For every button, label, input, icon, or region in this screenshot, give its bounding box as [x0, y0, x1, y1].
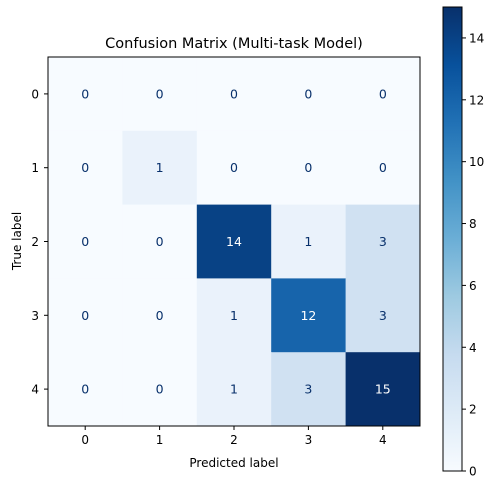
cell-value-label: 0 [156, 308, 164, 323]
heatmap-cell [271, 204, 347, 279]
cell-value-label: 0 [156, 382, 164, 397]
x-axis-ticks: 0 1 2 3 4 [81, 426, 387, 447]
heatmap-cell-labels: 0 0 0 0 0 0 1 0 0 0 0 0 14 1 3 0 0 1 12 3 0 0 1 3 15 [81, 86, 391, 396]
y-tick-label: 1 [31, 161, 39, 175]
heatmap-cell [196, 57, 272, 132]
colorbar-tick-label: 4 [469, 341, 477, 355]
cell-value-label: 1 [304, 234, 312, 249]
cell-value-label: 12 [300, 308, 316, 323]
heatmap-cell [196, 130, 272, 206]
cell-value-label: 3 [379, 308, 387, 323]
heatmap-cell [271, 352, 347, 427]
cell-value-label: 1 [230, 308, 238, 323]
cell-value-label: 0 [81, 382, 89, 397]
cell-value-label: 0 [304, 86, 312, 101]
heatmap-cell [48, 278, 123, 353]
cell-value-label: 0 [379, 86, 387, 101]
heatmap-cell [271, 278, 347, 353]
heatmap-cell [345, 204, 421, 279]
heatmap-cell [196, 352, 272, 427]
cell-value-label: 15 [375, 382, 391, 397]
cell-value-label: 3 [304, 382, 312, 397]
heatmap-cell [345, 352, 421, 427]
cell-value-label: 0 [156, 86, 164, 101]
cell-value-label: 0 [304, 160, 312, 175]
heatmap-cell [345, 57, 421, 132]
colorbar-tick-label: 14 [469, 31, 484, 45]
cell-value-label: 0 [230, 160, 238, 175]
heatmap-cell [48, 130, 123, 206]
x-tick-label: 1 [156, 433, 164, 447]
y-axis-ticks: 0 1 2 3 4 [31, 87, 48, 397]
y-tick-label: 3 [31, 309, 39, 323]
colorbar [442, 6, 463, 472]
heatmap-cell [345, 130, 421, 206]
y-axis-label: True label [10, 212, 24, 271]
heatmap-cell [122, 278, 198, 353]
chart-title: Confusion Matrix (Multi-task Model) [105, 36, 363, 52]
heatmap-cell [122, 352, 198, 427]
heatmap-cell [345, 278, 421, 353]
cell-value-label: 3 [379, 234, 387, 249]
colorbar-tick-label: 8 [469, 217, 477, 231]
x-axis-label: Predicted label [189, 456, 278, 470]
heatmap-cell [122, 130, 198, 206]
colorbar-tick-label: 10 [469, 155, 484, 169]
heatmap-cell [196, 278, 272, 353]
heatmap-cell [271, 130, 347, 206]
x-tick-label: 3 [305, 433, 313, 447]
cell-value-label: 0 [81, 160, 89, 175]
heatmap-cell [122, 204, 198, 279]
cell-value-label: 0 [81, 234, 89, 249]
y-tick-label: 0 [31, 87, 39, 101]
heatmap-cell [48, 57, 123, 132]
cell-value-label: 1 [230, 382, 238, 397]
cell-value-label: 0 [230, 86, 238, 101]
heatmap-cell [48, 204, 123, 279]
cell-value-label: 14 [226, 234, 242, 249]
heatmap-cell [48, 352, 123, 427]
y-tick-label: 4 [31, 383, 39, 397]
cell-value-label: 0 [156, 234, 164, 249]
colorbar-tick-label: 12 [469, 93, 484, 107]
y-tick-label: 2 [31, 235, 39, 249]
x-tick-label: 0 [81, 433, 89, 447]
colorbar-tick-label: 2 [469, 403, 477, 417]
heatmap-cells [48, 57, 421, 427]
x-tick-label: 4 [379, 433, 387, 447]
cell-value-label: 0 [379, 160, 387, 175]
heatmap-cell [122, 57, 198, 132]
cell-value-label: 0 [81, 86, 89, 101]
colorbar-tick-label: 0 [469, 465, 477, 479]
x-tick-label: 2 [230, 433, 238, 447]
heatmap-cell [196, 204, 272, 279]
heatmap-cell [271, 57, 347, 132]
colorbar-tick-label: 6 [469, 279, 477, 293]
cell-value-label: 0 [81, 308, 89, 323]
colorbar-ticks: 0 2 4 6 8 10 12 14 [462, 31, 484, 479]
cell-value-label: 1 [156, 160, 164, 175]
